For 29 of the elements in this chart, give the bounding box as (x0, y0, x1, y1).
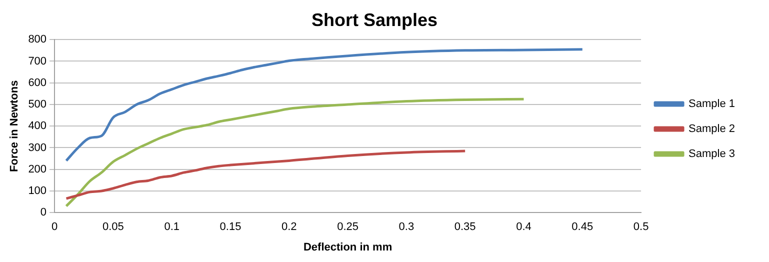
x-tick-label: 0.2 (281, 221, 297, 234)
y-tick-label: 100 (28, 185, 47, 198)
line-series (65, 150, 466, 200)
y-tick-label: 700 (28, 55, 47, 68)
y-tick-label: 300 (28, 142, 47, 154)
chart-title: Short Samples (311, 10, 438, 30)
legend-label: Sample 1 (688, 98, 736, 110)
y-tick-label: 0 (40, 206, 47, 219)
x-tick-label: 0.3 (398, 221, 414, 234)
x-tick-label: 0.15 (220, 221, 242, 234)
legend-label: Sample 3 (688, 148, 736, 160)
x-tick-label: 0.05 (102, 221, 124, 234)
y-axis-title: Force in Newtons (8, 80, 21, 172)
line-series (65, 48, 584, 162)
x-tick-label: 0.5 (633, 221, 649, 234)
x-axis-title: Deflection in mm (303, 241, 392, 254)
x-tick-label: 0.1 (164, 221, 180, 234)
y-tick-label: 500 (28, 98, 47, 111)
y-tick-label: 800 (28, 34, 47, 46)
y-tick-label: 400 (28, 120, 47, 132)
x-tick-label: 0.35 (454, 221, 476, 234)
legend-label: Sample 2 (688, 123, 736, 136)
x-tick-label: 0.4 (516, 221, 532, 234)
y-tick-label: 600 (28, 76, 47, 89)
y-tick-label: 200 (28, 163, 47, 176)
x-tick-label: 0.45 (572, 221, 594, 234)
x-tick-label: 0 (51, 221, 58, 234)
x-tick-label: 0.25 (337, 221, 358, 234)
line-series (65, 98, 525, 208)
